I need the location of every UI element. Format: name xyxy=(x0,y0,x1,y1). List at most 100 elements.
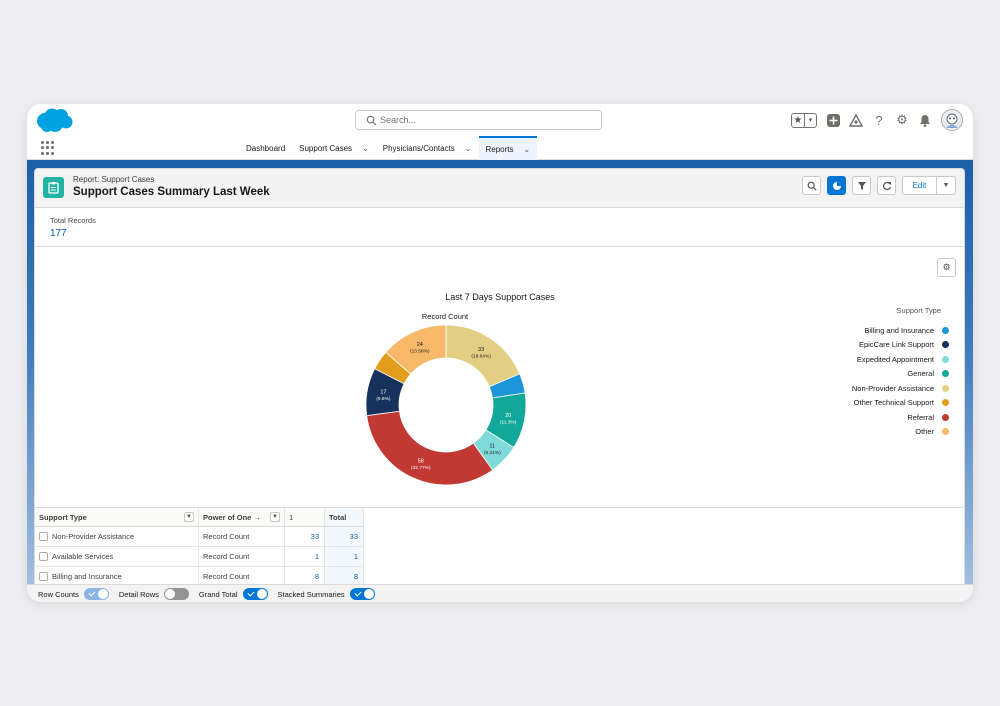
report-icon xyxy=(43,177,64,198)
star-icon[interactable]: ★ xyxy=(793,114,803,126)
report-header: Report: Support Cases Support Cases Summ… xyxy=(34,168,965,208)
chart-subtitle: Record Count xyxy=(421,312,469,321)
toggle-label: Grand Total xyxy=(198,589,238,599)
col-support-type: Support Type ▼ Non-Provider Assistance A… xyxy=(35,508,199,587)
chevron-down-icon[interactable]: ⌄ xyxy=(464,143,472,153)
header-total: Total xyxy=(325,508,364,527)
slice-percent-label: (6.21%) xyxy=(484,450,501,456)
donut-slice[interactable] xyxy=(385,324,447,375)
total-records-label: Total Records xyxy=(50,216,96,225)
help-icon[interactable]: ? xyxy=(875,112,883,128)
table-row[interactable]: Non-Provider Assistance xyxy=(35,527,199,547)
col-total: Total 33 1 8 xyxy=(325,508,364,587)
content-area: Report: Support Cases Support Cases Summ… xyxy=(27,160,973,602)
search-placeholder: Search... xyxy=(380,115,417,125)
header-power-of-one[interactable]: Power of One → ▼ xyxy=(199,508,285,527)
favorites-button[interactable]: ★ ▾ xyxy=(791,112,817,128)
toggle-label: Row Counts xyxy=(38,589,79,599)
pie-chart-icon xyxy=(832,181,841,190)
table-cell-link[interactable]: 33 xyxy=(325,527,364,547)
row-counts-toggle[interactable]: Row Counts xyxy=(38,588,109,600)
edit-button[interactable]: Edit xyxy=(903,177,937,194)
search-icon xyxy=(366,115,377,126)
header-support-type[interactable]: Support Type ▼ xyxy=(35,508,199,527)
slice-value-label: 33 xyxy=(478,347,484,353)
chart-settings-button[interactable]: ⚙ xyxy=(937,258,956,277)
column-menu-icon[interactable]: ▼ xyxy=(270,512,280,522)
edit-menu-chevron-icon[interactable]: ▼ xyxy=(942,182,950,189)
column-menu-icon[interactable]: ▼ xyxy=(184,512,194,522)
legend-item[interactable]: Billing and Insurance xyxy=(807,323,957,338)
legend-item[interactable]: EpicCare Link Support xyxy=(807,338,957,353)
slice-value-label: 17 xyxy=(380,389,386,395)
app-launcher-icon[interactable] xyxy=(41,141,55,155)
table-cell-link[interactable]: 1 xyxy=(285,547,325,567)
legend-label: Non-Provider Assistance xyxy=(851,383,934,393)
chevron-down-icon[interactable]: ▾ xyxy=(803,113,816,127)
slice-percent-label: (18.64%) xyxy=(471,354,491,360)
global-create-icon[interactable] xyxy=(826,113,840,127)
row-checkbox[interactable] xyxy=(39,552,48,561)
row-checkbox[interactable] xyxy=(39,532,48,541)
chevron-down-icon[interactable]: ⌄ xyxy=(523,144,531,154)
salesforce-logo[interactable] xyxy=(35,107,73,133)
legend-swatch xyxy=(942,341,949,349)
refresh-icon xyxy=(882,181,891,190)
toggle-label: Stacked Summaries xyxy=(277,589,345,599)
row-support-type: Available Services xyxy=(52,552,114,561)
legend-swatch xyxy=(942,399,949,407)
tab-label: Support Cases xyxy=(299,143,353,153)
legend-label: EpicCare Link Support xyxy=(858,340,934,350)
legend-title: Support Type xyxy=(896,306,941,315)
report-object-label: Report: Support Cases xyxy=(73,175,155,184)
donut-chart: 33(18.64%) 20(11.3%) 11(6.21%) 58(32.77%) 17… xyxy=(365,324,527,486)
global-header: Search... ★ ▾ ? ⚙ xyxy=(27,104,973,136)
legend-swatch xyxy=(942,370,949,378)
table-cell-link[interactable]: 33 xyxy=(285,527,325,547)
grand-total-toggle[interactable]: Grand Total xyxy=(199,588,268,600)
trailhead-icon[interactable] xyxy=(849,113,863,127)
nav-tabs: Dashboard Support Cases ⌄ Physicians/Con… xyxy=(239,136,538,160)
row-checkbox[interactable] xyxy=(39,572,48,581)
table-cell-link[interactable]: 1 xyxy=(325,547,364,567)
legend-label: General xyxy=(907,369,934,379)
report-actions: Edit ▼ xyxy=(802,176,956,195)
toggle-chart-button[interactable] xyxy=(827,176,846,195)
toggle-switch[interactable] xyxy=(163,588,189,600)
row-support-type: Billing and Insurance xyxy=(52,572,122,581)
header-value: 1 xyxy=(285,508,325,527)
tab-support-cases[interactable]: Support Cases ⌄ xyxy=(292,136,376,160)
detail-rows-toggle[interactable]: Detail Rows xyxy=(119,588,189,600)
legend-item[interactable]: Referral xyxy=(807,410,957,425)
legend-label: Other xyxy=(915,427,934,437)
legend-item[interactable]: Other Technical Support xyxy=(807,396,957,411)
filter-button[interactable] xyxy=(852,176,871,195)
tab-reports[interactable]: Reports ⌄ xyxy=(478,136,538,160)
legend-item[interactable]: Other xyxy=(807,425,957,440)
app-window: Search... ★ ▾ ? ⚙ xyxy=(27,104,973,602)
slice-value-label: 58 xyxy=(418,458,424,464)
donut-slice[interactable] xyxy=(366,410,494,486)
header-label: Power of One → xyxy=(203,512,261,522)
search-report-button[interactable] xyxy=(802,176,821,195)
tab-dashboard[interactable]: Dashboard xyxy=(239,136,292,160)
global-search[interactable]: Search... xyxy=(355,110,602,130)
legend-item[interactable]: Expedited Appointment xyxy=(807,352,957,367)
header-label: Support Type xyxy=(39,512,87,522)
tab-physicians-contacts[interactable]: Physicians/Contacts ⌄ xyxy=(376,136,479,160)
toggle-switch[interactable] xyxy=(349,588,375,600)
chevron-down-icon[interactable]: ⌄ xyxy=(362,143,369,153)
refresh-button[interactable] xyxy=(877,176,896,195)
tab-label: Physicians/Contacts xyxy=(382,143,455,153)
setup-gear-icon[interactable]: ⚙ xyxy=(896,112,908,127)
toggle-switch[interactable] xyxy=(242,588,268,600)
table-row[interactable]: Available Services xyxy=(35,547,199,567)
legend-item[interactable]: Non-Provider Assistance xyxy=(807,381,957,396)
slice-value-label: 24 xyxy=(417,342,423,348)
user-avatar[interactable] xyxy=(941,109,963,131)
legend-swatch xyxy=(942,413,949,421)
notifications-bell-icon[interactable] xyxy=(918,113,932,127)
toggle-switch[interactable] xyxy=(83,588,109,600)
stacked-summaries-toggle[interactable]: Stacked Summaries xyxy=(278,588,375,600)
legend-item[interactable]: General xyxy=(807,367,957,382)
